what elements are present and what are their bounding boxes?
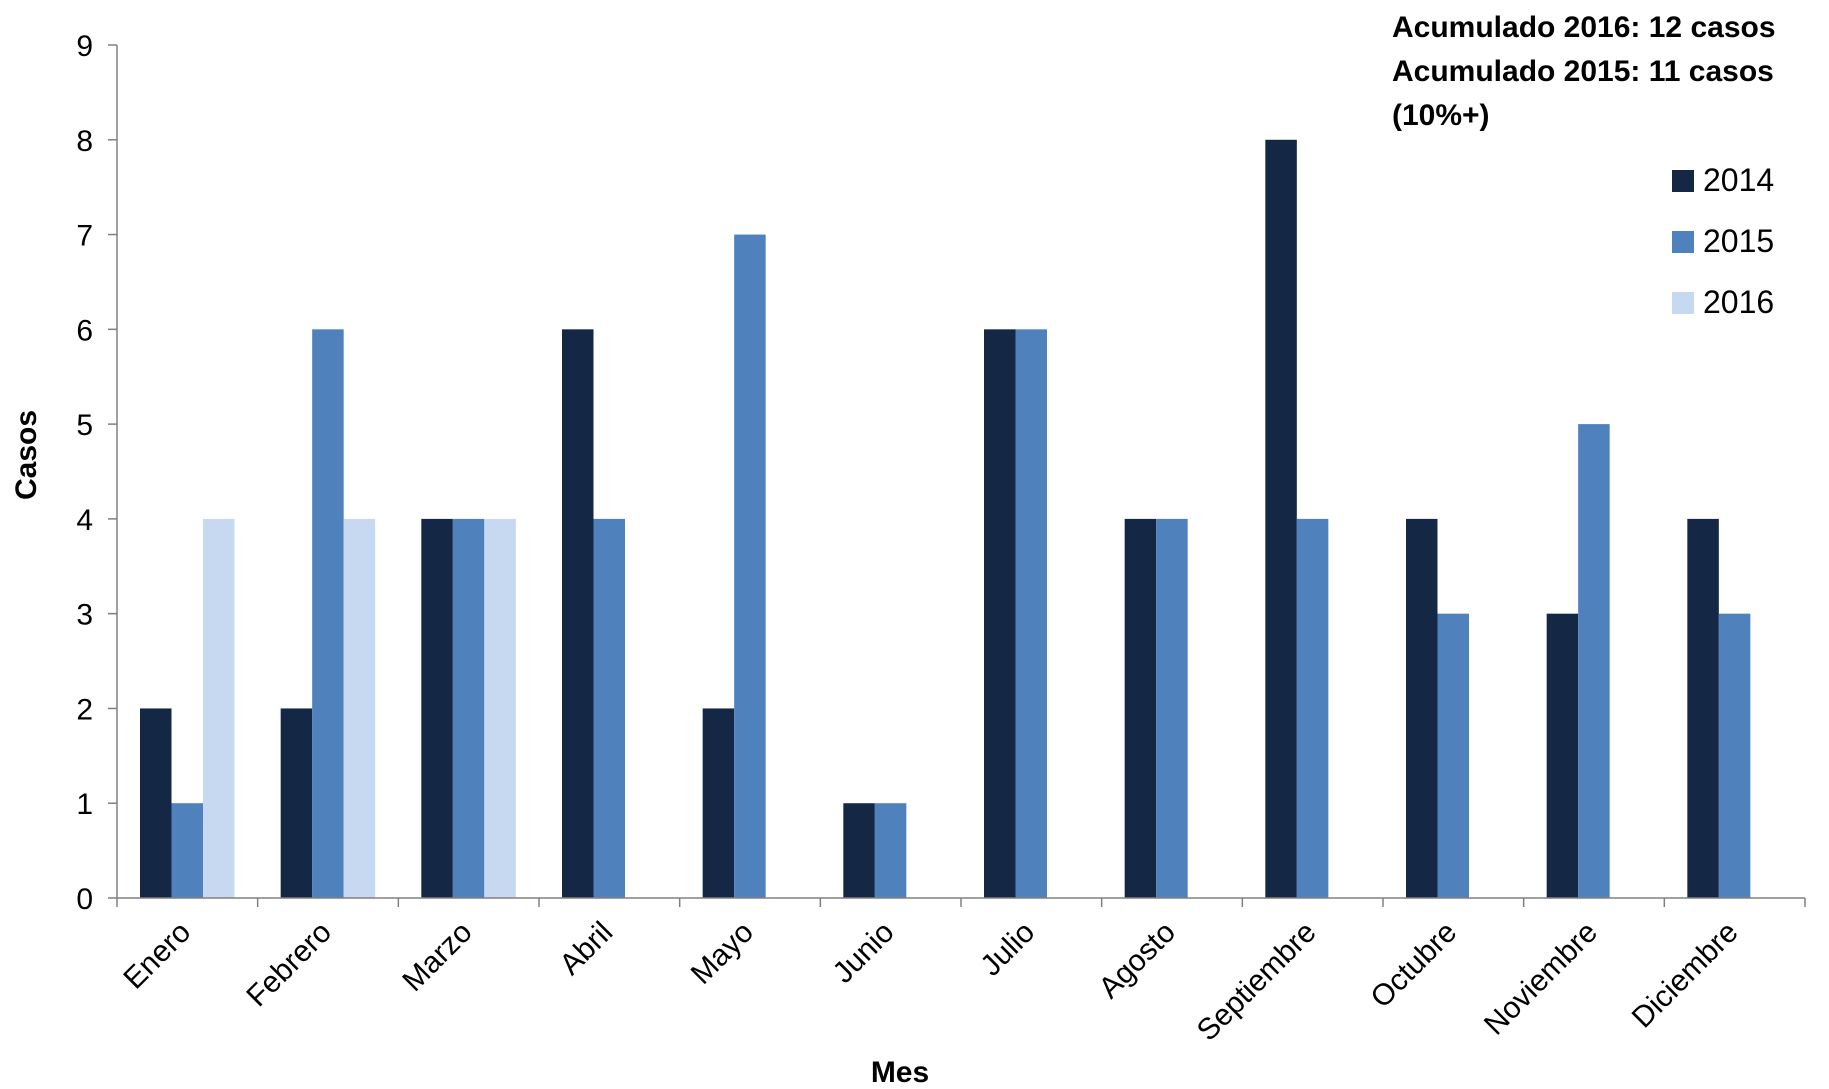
y-tick-label: 1	[76, 788, 93, 821]
y-tick-label: 4	[76, 504, 93, 537]
y-tick-label: 6	[76, 314, 93, 347]
bar-2014-julio	[984, 329, 1016, 899]
bars-group	[140, 139, 1751, 899]
x-axis-title: Mes	[871, 1056, 929, 1089]
bar-2016-febrero	[343, 518, 376, 898]
bar-2014-noviembre	[1546, 613, 1579, 898]
x-tick-label-noviembre: Noviembre	[1478, 916, 1604, 1042]
x-tick-label-julio: Julio	[974, 916, 1041, 983]
y-tick-label: 3	[76, 599, 93, 632]
annotation-line-2015: Acumulado 2015: 11 casos	[1392, 55, 1774, 88]
legend-label-2016: 2016	[1703, 284, 1775, 320]
bar-2014-junio	[843, 803, 875, 898]
bar-2014-diciembre	[1687, 518, 1719, 898]
bar-2014-septiembre	[1265, 139, 1297, 898]
bar-2015-julio	[1015, 329, 1047, 899]
x-tick-label-octubre: Octubre	[1364, 916, 1463, 1015]
x-tick-label-abril: Abril	[554, 916, 620, 982]
x-tick-label-diciembre: Diciembre	[1626, 916, 1745, 1035]
legend-swatch-2015	[1672, 230, 1694, 253]
bar-2015-enero	[171, 803, 203, 898]
x-tick-label-junio: Junio	[827, 916, 901, 990]
legend-label-2014: 2014	[1703, 162, 1775, 198]
annotation-line-change: (10%+)	[1392, 99, 1490, 132]
bar-2014-agosto	[1124, 518, 1157, 898]
bar-2015-febrero	[312, 329, 344, 899]
bar-2015-noviembre	[1578, 424, 1610, 898]
legend-item-2016: 2016	[1672, 272, 1822, 333]
bar-2014-mayo	[702, 708, 735, 898]
y-tick-label: 0	[76, 883, 93, 916]
x-tick-label-septiembre: Septiembre	[1191, 916, 1323, 1048]
bar-2014-octubre	[1406, 518, 1438, 898]
bar-2015-octubre	[1437, 613, 1469, 898]
legend-label-2015: 2015	[1703, 223, 1775, 259]
x-tick-label-marzo: Marzo	[396, 916, 478, 998]
x-tick-label-febrero: Febrero	[240, 916, 338, 1014]
y-tick-label: 8	[76, 125, 93, 158]
y-tick-label: 2	[76, 693, 93, 726]
y-tick-label: 7	[76, 220, 93, 253]
bar-2015-marzo	[452, 518, 485, 898]
legend-swatch-2016	[1672, 291, 1694, 314]
bar-2016-enero	[203, 518, 235, 898]
bar-2016-marzo	[484, 518, 516, 898]
legend-item-2015: 2015	[1672, 211, 1822, 272]
bar-2015-mayo	[734, 234, 766, 898]
y-tick-label: 9	[76, 30, 93, 63]
x-tick-label-agosto: Agosto	[1093, 916, 1182, 1005]
bar-2015-septiembre	[1296, 518, 1329, 898]
legend-item-2014: 2014	[1672, 150, 1822, 211]
bar-2014-marzo	[421, 518, 453, 898]
y-axis-title: Casos	[10, 410, 43, 500]
annotation-line-2016: Acumulado 2016: 12 casos	[1392, 11, 1776, 44]
bar-2015-diciembre	[1718, 613, 1751, 898]
y-tick-label: 5	[76, 409, 93, 442]
bar-2015-abril	[593, 518, 625, 898]
bar-2015-junio	[874, 803, 907, 898]
x-tick-label-mayo: Mayo	[685, 916, 760, 991]
bar-2014-febrero	[280, 708, 313, 898]
legend: 2014 2015 2016	[1672, 150, 1822, 333]
legend-swatch-2014	[1672, 169, 1694, 192]
bar-2014-abril	[562, 329, 594, 899]
bar-2014-enero	[140, 708, 172, 898]
x-tick-label-enero: Enero	[117, 916, 197, 996]
cumulative-annotation: Acumulado 2016: 12 casos Acumulado 2015:…	[1392, 6, 1822, 138]
bar-2015-agosto	[1156, 518, 1188, 898]
